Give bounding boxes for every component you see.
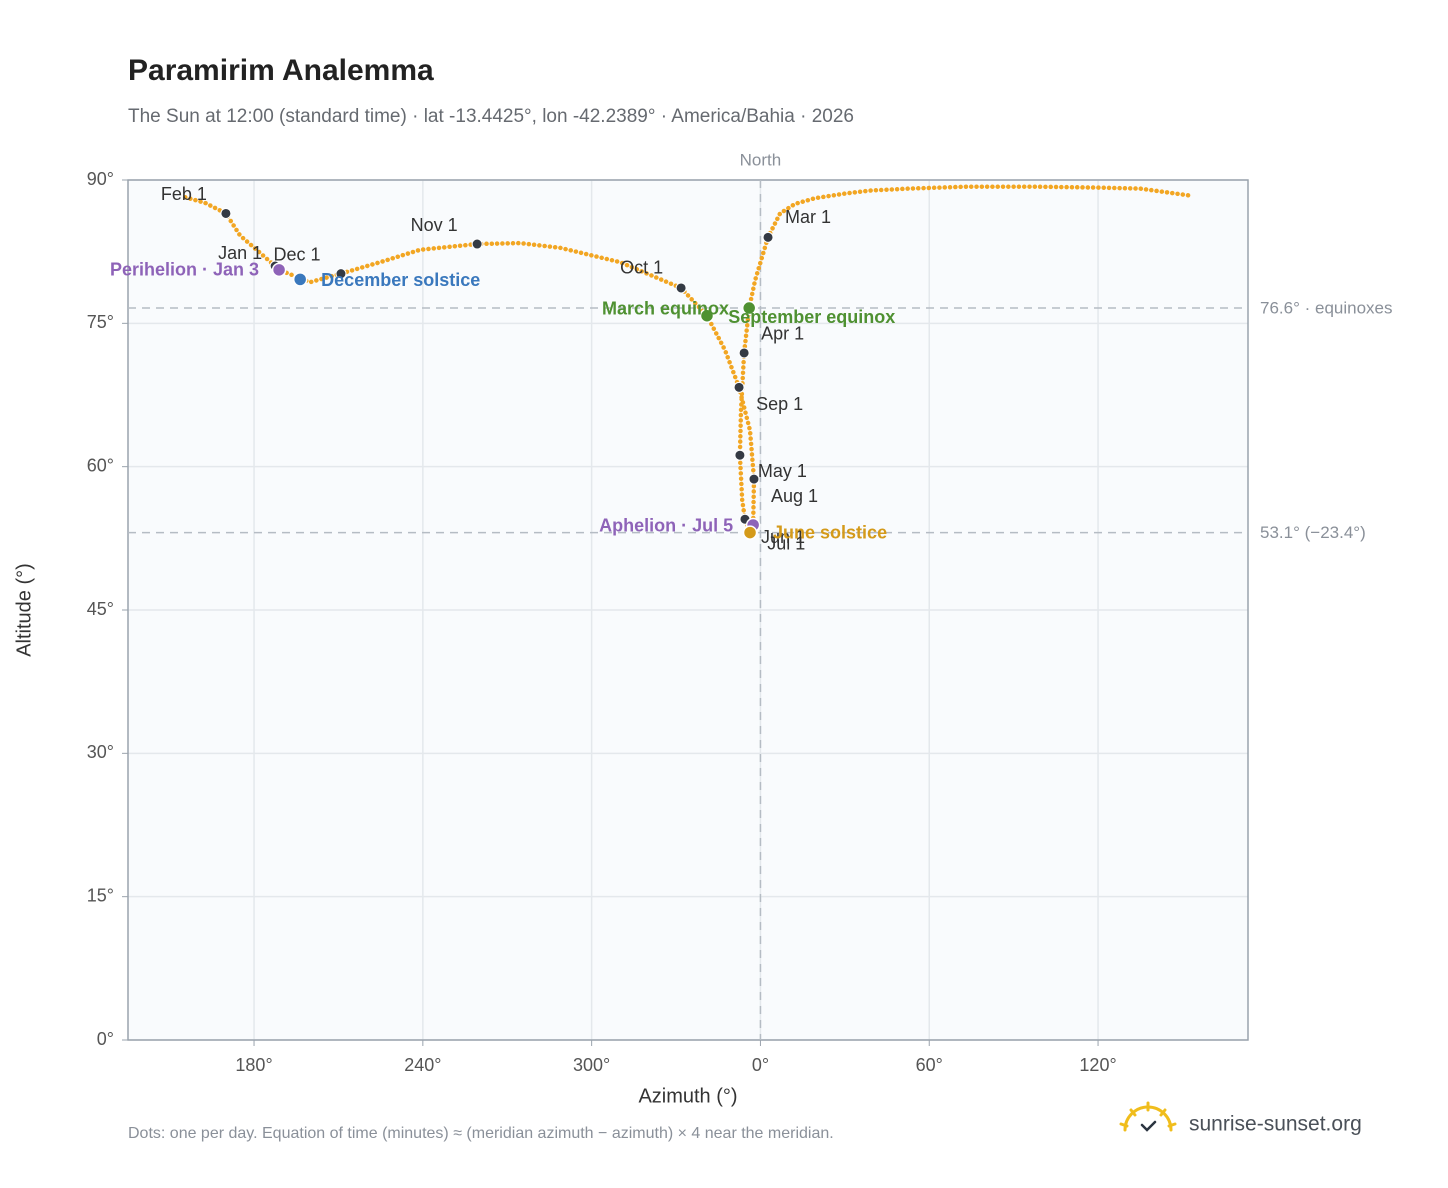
chart-title: Paramirim Analemma [128, 54, 434, 87]
event-marker [699, 308, 715, 323]
month-label: May 1 [758, 461, 807, 481]
reference-label: 53.1° (−23.4°) [1260, 523, 1366, 542]
event-label: June solstice [773, 522, 887, 542]
event-marker [741, 300, 757, 316]
month-marker [675, 282, 687, 294]
event-label: March equinox [602, 298, 729, 318]
x-tick-label: 240° [404, 1055, 441, 1075]
y-tick-label: 15° [87, 885, 114, 905]
month-marker [762, 231, 774, 243]
month-marker [733, 381, 745, 393]
brand: sunrise-sunset.org [1189, 1113, 1362, 1136]
month-label: Nov 1 [411, 215, 458, 235]
month-label: Mar 1 [785, 207, 831, 227]
event-label: Perihelion · Jan 3 [110, 260, 259, 280]
month-label: Feb 1 [161, 184, 207, 204]
x-tick-label: 0° [752, 1055, 769, 1075]
event-marker [271, 262, 287, 278]
brand-icon [1119, 1101, 1177, 1132]
month-label: Dec 1 [273, 244, 320, 264]
footnote: Dots: one per day. Equation of time (min… [128, 1125, 834, 1142]
event-label: Aphelion · Jul 5 [599, 516, 733, 536]
month-label: Aug 1 [771, 486, 818, 506]
reference-label: 76.6° · equinoxes [1260, 299, 1393, 318]
month-marker [335, 268, 347, 280]
month-marker [734, 449, 746, 461]
month-marker [738, 347, 750, 359]
month-marker [748, 473, 760, 485]
x-tick-label: 120° [1079, 1055, 1116, 1075]
y-tick-label: 0° [97, 1029, 114, 1049]
event-label: December solstice [321, 270, 480, 290]
event-marker [292, 272, 308, 287]
x-axis-title: Azimuth (°) [638, 1085, 737, 1107]
month-label: Sep 1 [756, 394, 803, 414]
y-axis-title: Altitude (°) [13, 563, 35, 657]
y-tick-label: 90° [87, 169, 114, 189]
month-marker [220, 207, 232, 219]
north-label: North [740, 150, 782, 169]
chart-subtitle: The Sun at 12:00 (standard time) · lat -… [128, 106, 854, 127]
month-label: Jul 1 [767, 533, 805, 553]
event-label: September equinox [728, 307, 895, 327]
month-label: Apr 1 [761, 324, 804, 344]
month-label: Oct 1 [620, 258, 663, 278]
month-label: Jan 1 [218, 243, 262, 263]
x-tick-label: 60° [916, 1055, 943, 1075]
y-tick-label: 45° [87, 599, 114, 619]
month-label: Jun 1 [761, 527, 805, 547]
y-tick-label: 60° [87, 455, 114, 475]
month-marker [471, 238, 483, 250]
y-tick-label: 75° [87, 312, 114, 332]
event-marker [742, 525, 758, 540]
x-tick-label: 180° [235, 1055, 272, 1075]
y-tick-label: 30° [87, 742, 114, 762]
plot-border [127, 179, 1249, 1041]
x-tick-label: 300° [573, 1055, 610, 1075]
